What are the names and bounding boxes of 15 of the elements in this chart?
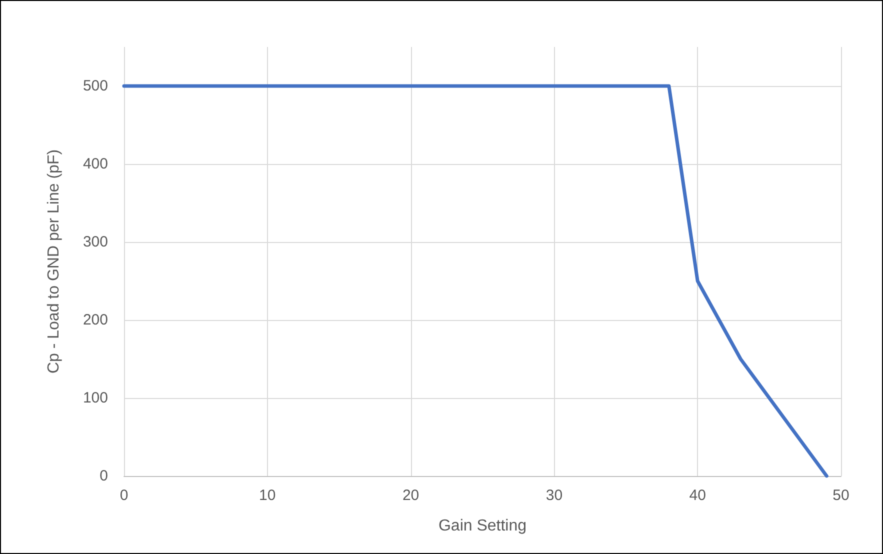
- x-tick-label: 0: [120, 487, 128, 504]
- y-tick-label: 500: [82, 78, 108, 94]
- y-tick-label: 0: [100, 468, 108, 484]
- x-tick-label: 30: [546, 487, 563, 504]
- x-tick-label: 50: [832, 487, 850, 504]
- x-tick-label: 40: [689, 487, 706, 504]
- y-tick-label: 200: [82, 312, 108, 328]
- x-axis-title: Gain Setting: [438, 518, 527, 534]
- y-tick-label: 400: [82, 156, 108, 172]
- line-series: [122, 84, 828, 478]
- y-tick-label: 300: [82, 234, 108, 250]
- y-axis-title: Cp - Load to GND per Line (pF): [46, 149, 62, 374]
- x-tick-label: 20: [402, 487, 420, 504]
- x-tick-label: 10: [259, 487, 276, 504]
- y-tick-label: 100: [82, 390, 108, 406]
